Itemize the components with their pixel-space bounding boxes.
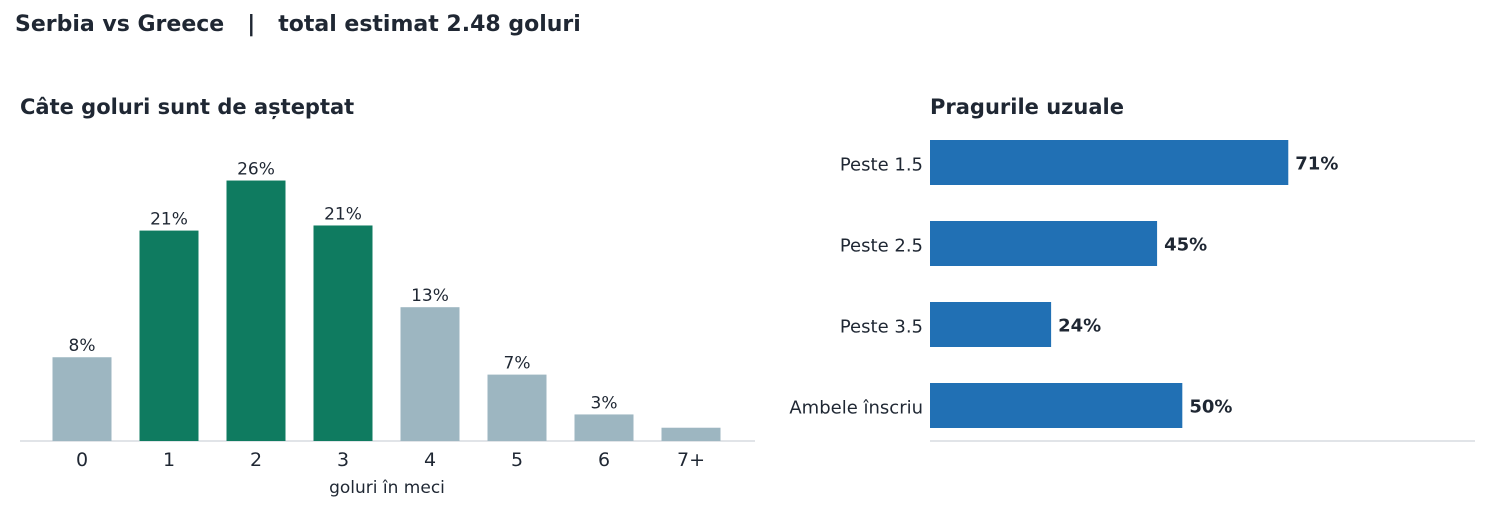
goals-bar-2	[226, 180, 286, 442]
goals-bar-0	[52, 357, 112, 441]
threshold-value-0: 71%	[1295, 154, 1338, 175]
threshold-bar-0	[930, 140, 1289, 185]
threshold-category-0: Peste 1.5	[840, 155, 923, 176]
goals-bar-label-4: 13%	[411, 286, 449, 306]
goals-bar-label-1: 21%	[150, 210, 188, 230]
goals-bar-3	[313, 225, 373, 441]
threshold-bar-3	[930, 383, 1183, 428]
goals-x-tick-5: 5	[511, 449, 523, 471]
threshold-category-1: Peste 2.5	[840, 236, 923, 257]
threshold-value-labels: 71% 45% 24% 50%	[1058, 154, 1338, 418]
goals-x-tick-3: 3	[337, 449, 349, 471]
goals-bar-6	[574, 414, 634, 441]
goals-bar-4	[400, 307, 460, 441]
goals-bar-label-6: 3%	[591, 393, 618, 413]
goals-x-tick-4: 4	[424, 449, 436, 471]
goals-x-tick-1: 1	[163, 449, 175, 471]
goals-bar-1	[139, 230, 199, 441]
threshold-category-2: Peste 3.5	[840, 317, 923, 338]
page-title: Serbia vs Greece | total estimat 2.48 go…	[15, 12, 581, 37]
goals-x-tick-0: 0	[76, 449, 88, 471]
goals-x-axis-label: goluri în meci	[329, 478, 445, 498]
threshold-category-3: Ambele înscriu	[789, 398, 923, 419]
goals-bar-7	[661, 427, 721, 441]
thresholds-title: Pragurile uzuale	[930, 95, 1124, 119]
goals-bar-labels: 8% 21% 26% 21% 13% 7% 3%	[69, 160, 618, 414]
goals-x-tick-6: 6	[598, 449, 610, 471]
goals-bar-label-0: 8%	[69, 336, 96, 356]
threshold-category-labels: Peste 1.5 Peste 2.5 Peste 3.5 Ambele înscri…	[789, 155, 923, 419]
threshold-value-2: 24%	[1058, 316, 1101, 337]
threshold-bar-2	[930, 302, 1052, 347]
goals-bar-label-3: 21%	[324, 204, 362, 224]
threshold-value-1: 45%	[1164, 235, 1207, 256]
threshold-value-3: 50%	[1189, 397, 1232, 418]
threshold-bar-1	[930, 221, 1158, 266]
goals-distribution-title: Câte goluri sunt de așteptat	[20, 95, 354, 119]
goals-bar-label-2: 26%	[237, 160, 275, 180]
goals-bars	[52, 180, 721, 442]
goals-bar-label-5: 7%	[504, 354, 531, 374]
goals-x-tick-2: 2	[250, 449, 262, 471]
goals-x-tick-labels: 0 1 2 3 4 5 6 7+	[76, 449, 705, 471]
goals-x-tick-7: 7+	[677, 449, 705, 471]
threshold-bars	[930, 140, 1289, 428]
goals-bar-5	[487, 374, 547, 441]
